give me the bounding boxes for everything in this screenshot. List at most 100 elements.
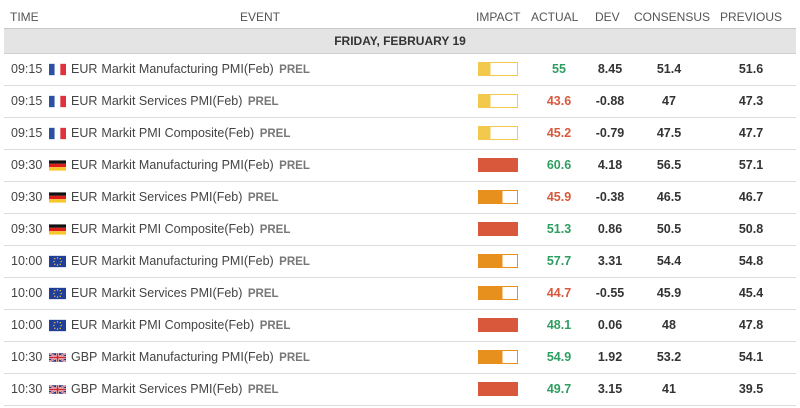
- previous-value: 47.8: [738, 318, 764, 332]
- table-row[interactable]: 09:30 EUR Markit Services PMI(Feb) PREL 45.…: [4, 182, 796, 214]
- consensus-value: 50.5: [656, 222, 682, 236]
- event-currency: GBP: [71, 350, 98, 364]
- impact-indicator-high: [478, 222, 518, 236]
- event-name[interactable]: EUR Markit Manufacturing PMI(Feb) PREL: [71, 54, 310, 85]
- previous-value: 47.3: [738, 94, 764, 108]
- actual-value: 44.7: [546, 286, 572, 300]
- event-time: 09:15: [11, 126, 43, 140]
- actual-value: 60.6: [546, 158, 572, 172]
- event-list: 09:15 EUR Markit Manufacturing PMI(Feb) PR…: [4, 54, 796, 406]
- deviation-value: 0.06: [597, 318, 623, 332]
- uk-flag-icon: [49, 383, 66, 396]
- column-header-row: TIME EVENT IMPACT ACTUAL DEV CONSENSUS P…: [4, 4, 796, 29]
- event-name[interactable]: GBP Markit Services PMI(Feb) PREL: [71, 374, 279, 405]
- consensus-value: 51.4: [656, 62, 682, 76]
- column-header-previous[interactable]: PREVIOUS: [720, 10, 783, 24]
- impact-indicator-low: [478, 62, 518, 76]
- consensus-value: 47.5: [656, 126, 682, 140]
- consensus-value: 45.9: [656, 286, 682, 300]
- table-row[interactable]: 10:30 GBP Markit Manufacturing PMI(Feb) PR…: [4, 342, 796, 374]
- event-name[interactable]: EUR Markit PMI Composite(Feb) PREL: [71, 310, 290, 341]
- eu-flag-icon: [49, 319, 66, 332]
- event-name[interactable]: EUR Markit PMI Composite(Feb) PREL: [71, 214, 290, 245]
- prel-badge: PREL: [247, 192, 279, 204]
- prel-badge: PREL: [279, 160, 310, 172]
- table-row[interactable]: 09:15 EUR Markit Services PMI(Feb) PREL 43.…: [4, 86, 796, 118]
- event-title: Markit PMI Composite(Feb): [101, 318, 255, 332]
- actual-value: 54.9: [546, 350, 572, 364]
- table-row[interactable]: 09:15 EUR Markit PMI Composite(Feb) PREL 45…: [4, 118, 796, 150]
- deviation-value: -0.38: [595, 190, 625, 204]
- event-name[interactable]: EUR Markit PMI Composite(Feb) PREL: [71, 118, 290, 149]
- previous-value: 57.1: [738, 158, 764, 172]
- event-name[interactable]: EUR Markit Services PMI(Feb) PREL: [71, 86, 279, 117]
- actual-value: 43.6: [546, 94, 572, 108]
- event-time: 10:00: [11, 286, 43, 300]
- column-header-actual[interactable]: ACTUAL: [531, 10, 579, 24]
- eu-flag-icon: [49, 287, 66, 300]
- event-name[interactable]: EUR Markit Manufacturing PMI(Feb) PREL: [71, 150, 310, 181]
- deviation-value: -0.55: [595, 286, 625, 300]
- event-name[interactable]: GBP Markit Manufacturing PMI(Feb) PREL: [71, 342, 310, 373]
- consensus-value: 53.2: [656, 350, 682, 364]
- impact-indicator-low: [478, 126, 518, 140]
- event-title: Markit Services PMI(Feb): [101, 382, 243, 396]
- event-time: 09:15: [11, 94, 43, 108]
- previous-value: 39.5: [738, 382, 764, 396]
- deviation-value: -0.88: [595, 94, 625, 108]
- event-title: Markit Services PMI(Feb): [101, 94, 243, 108]
- previous-value: 45.4: [738, 286, 764, 300]
- impact-indicator-medium: [478, 254, 518, 268]
- event-title: Markit Services PMI(Feb): [101, 286, 243, 300]
- impact-indicator-high: [478, 382, 518, 396]
- event-currency: EUR: [71, 190, 98, 204]
- table-row[interactable]: 09:30 EUR Markit PMI Composite(Feb) PREL 51…: [4, 214, 796, 246]
- column-header-event[interactable]: EVENT: [240, 10, 281, 24]
- event-name[interactable]: EUR Markit Manufacturing PMI(Feb) PREL: [71, 246, 310, 277]
- table-row[interactable]: 10:00 EUR Markit PMI Composite(Feb) PREL 48…: [4, 310, 796, 342]
- column-header-consensus[interactable]: CONSENSUS: [634, 10, 711, 24]
- actual-value: 48.1: [546, 318, 572, 332]
- impact-indicator-medium: [478, 350, 518, 364]
- event-currency: EUR: [71, 126, 98, 140]
- column-header-time[interactable]: TIME: [10, 10, 39, 24]
- france-flag-icon: [49, 127, 66, 140]
- event-name[interactable]: EUR Markit Services PMI(Feb) PREL: [71, 278, 279, 309]
- event-time: 10:00: [11, 254, 43, 268]
- column-header-impact[interactable]: IMPACT: [476, 10, 521, 24]
- table-row[interactable]: 09:15 EUR Markit Manufacturing PMI(Feb) PR…: [4, 54, 796, 86]
- prel-badge: PREL: [259, 320, 291, 332]
- deviation-value: 1.92: [597, 350, 623, 364]
- table-row[interactable]: 10:30 GBP Markit Services PMI(Feb) PREL 49.…: [4, 374, 796, 406]
- column-header-dev[interactable]: DEV: [595, 10, 620, 24]
- event-title: Markit PMI Composite(Feb): [101, 126, 255, 140]
- consensus-value: 46.5: [656, 190, 682, 204]
- event-currency: EUR: [71, 318, 98, 332]
- deviation-value: 4.18: [597, 158, 623, 172]
- event-title: Markit Manufacturing PMI(Feb): [101, 254, 274, 268]
- event-currency: EUR: [71, 254, 98, 268]
- event-time: 10:30: [11, 382, 43, 396]
- impact-indicator-medium: [478, 190, 518, 204]
- event-time: 09:30: [11, 222, 43, 236]
- table-row[interactable]: 09:30 EUR Markit Manufacturing PMI(Feb) PR…: [4, 150, 796, 182]
- event-currency: GBP: [71, 382, 98, 396]
- germany-flag-icon: [49, 159, 66, 172]
- prel-badge: PREL: [279, 256, 310, 268]
- event-currency: EUR: [71, 158, 98, 172]
- germany-flag-icon: [49, 191, 66, 204]
- previous-value: 46.7: [738, 190, 764, 204]
- event-currency: EUR: [71, 222, 98, 236]
- deviation-value: 3.15: [597, 382, 623, 396]
- event-time: 10:30: [11, 350, 43, 364]
- consensus-value: 56.5: [656, 158, 682, 172]
- event-name[interactable]: EUR Markit Services PMI(Feb) PREL: [71, 182, 279, 213]
- consensus-value: 41: [662, 382, 676, 396]
- event-title: Markit Manufacturing PMI(Feb): [101, 62, 274, 76]
- table-row[interactable]: 10:00 EUR Markit Manufacturing PMI(Feb) PR…: [4, 246, 796, 278]
- actual-value: 57.7: [546, 254, 572, 268]
- table-row[interactable]: 10:00 EUR Markit Services PMI(Feb) PREL 44.…: [4, 278, 796, 310]
- event-currency: EUR: [71, 62, 98, 76]
- day-header: FRIDAY, FEBRUARY 19: [4, 29, 796, 54]
- previous-value: 50.8: [738, 222, 764, 236]
